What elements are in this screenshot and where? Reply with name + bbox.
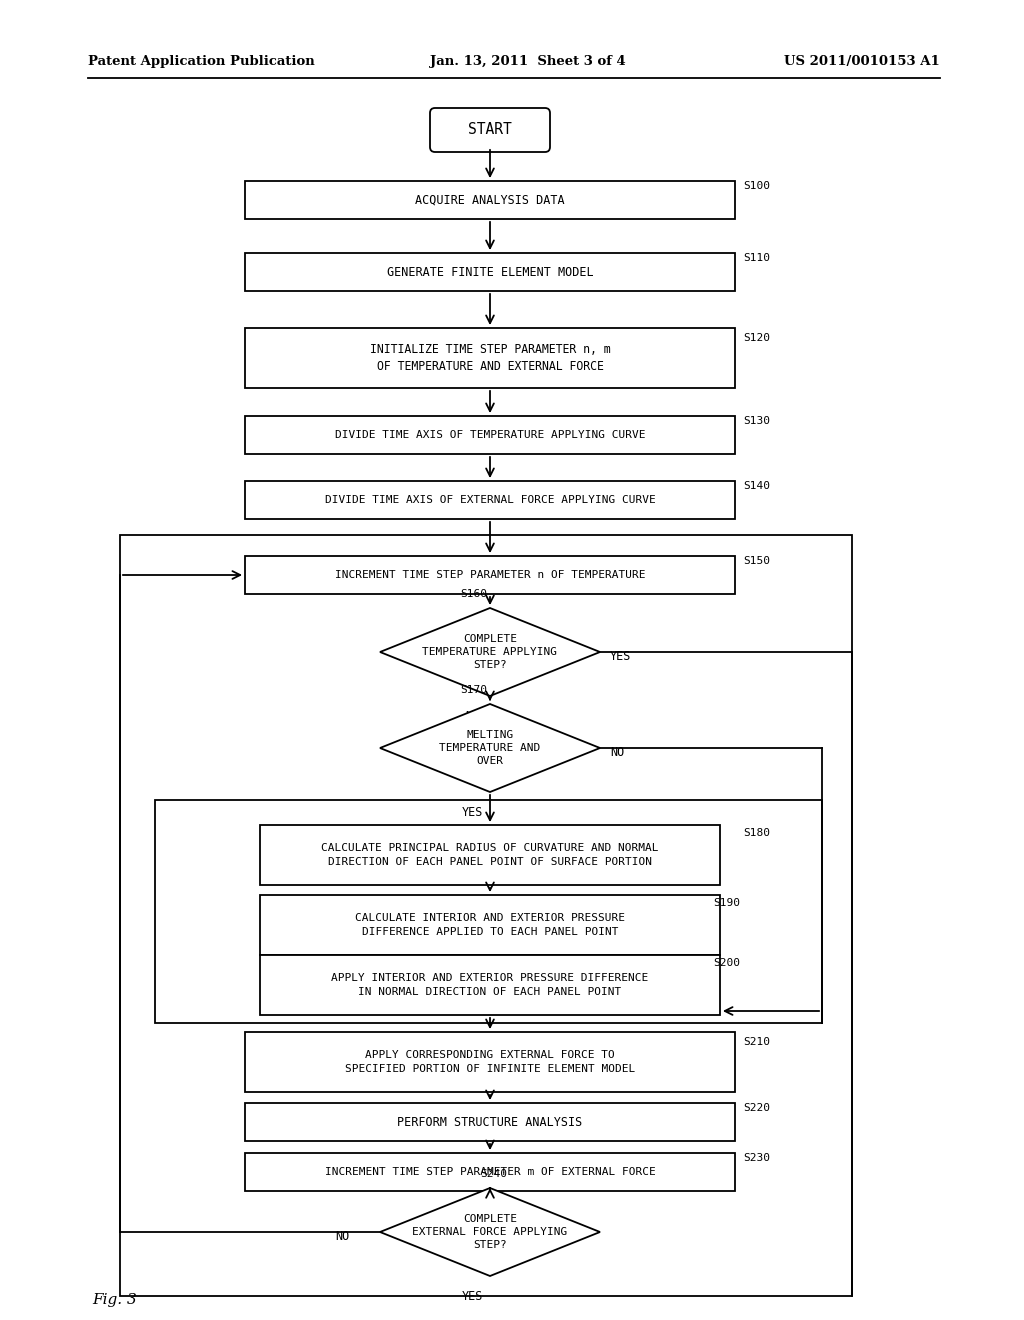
Text: ACQUIRE ANALYSIS DATA: ACQUIRE ANALYSIS DATA xyxy=(415,194,565,206)
Text: DIVIDE TIME AXIS OF TEMPERATURE APPLYING CURVE: DIVIDE TIME AXIS OF TEMPERATURE APPLYING… xyxy=(335,430,645,440)
Bar xyxy=(245,480,735,519)
Text: GENERATE FINITE ELEMENT MODEL: GENERATE FINITE ELEMENT MODEL xyxy=(387,265,593,279)
Text: S240: S240 xyxy=(480,1170,507,1179)
Bar xyxy=(260,954,720,1015)
Text: NO: NO xyxy=(335,1230,349,1243)
Text: CALCULATE INTERIOR AND EXTERIOR PRESSURE
DIFFERENCE APPLIED TO EACH PANEL POINT: CALCULATE INTERIOR AND EXTERIOR PRESSURE… xyxy=(355,913,625,937)
Text: US 2011/0010153 A1: US 2011/0010153 A1 xyxy=(784,55,940,69)
Text: YES: YES xyxy=(462,1290,482,1303)
Text: S200: S200 xyxy=(713,958,740,968)
Text: COMPLETE
TEMPERATURE APPLYING
STEP?: COMPLETE TEMPERATURE APPLYING STEP? xyxy=(423,634,557,671)
Bar xyxy=(245,181,735,219)
Text: NO: NO xyxy=(610,747,625,759)
FancyBboxPatch shape xyxy=(430,108,550,152)
Text: Fig. 3: Fig. 3 xyxy=(92,1294,137,1307)
Text: INCREMENT TIME STEP PARAMETER m OF EXTERNAL FORCE: INCREMENT TIME STEP PARAMETER m OF EXTER… xyxy=(325,1167,655,1177)
Bar xyxy=(260,825,720,884)
Text: S120: S120 xyxy=(743,333,770,343)
Bar xyxy=(245,1104,735,1140)
Bar xyxy=(245,327,735,388)
Bar xyxy=(245,253,735,290)
Text: NO: NO xyxy=(465,710,479,723)
Bar xyxy=(245,416,735,454)
Bar xyxy=(260,895,720,954)
Text: S170: S170 xyxy=(460,685,487,696)
Text: S140: S140 xyxy=(743,480,770,491)
Text: S150: S150 xyxy=(743,556,770,566)
Text: APPLY INTERIOR AND EXTERIOR PRESSURE DIFFERENCE
IN NORMAL DIRECTION OF EACH PANE: APPLY INTERIOR AND EXTERIOR PRESSURE DIF… xyxy=(332,973,648,997)
Text: Jan. 13, 2011  Sheet 3 of 4: Jan. 13, 2011 Sheet 3 of 4 xyxy=(430,55,626,69)
Bar xyxy=(155,800,822,1023)
Text: S130: S130 xyxy=(743,416,770,426)
Polygon shape xyxy=(380,1188,600,1276)
Text: CALCULATE PRINCIPAL RADIUS OF CURVATURE AND NORMAL
DIRECTION OF EACH PANEL POINT: CALCULATE PRINCIPAL RADIUS OF CURVATURE … xyxy=(322,843,658,867)
Text: YES: YES xyxy=(610,651,632,664)
Polygon shape xyxy=(380,704,600,792)
Text: S110: S110 xyxy=(743,253,770,263)
Text: DIVIDE TIME AXIS OF EXTERNAL FORCE APPLYING CURVE: DIVIDE TIME AXIS OF EXTERNAL FORCE APPLY… xyxy=(325,495,655,506)
Text: YES: YES xyxy=(462,807,482,818)
Text: PERFORM STRUCTURE ANALYSIS: PERFORM STRUCTURE ANALYSIS xyxy=(397,1115,583,1129)
Polygon shape xyxy=(380,609,600,696)
Bar xyxy=(245,1032,735,1092)
Text: S160: S160 xyxy=(460,589,487,599)
Text: S190: S190 xyxy=(713,898,740,908)
Text: APPLY CORRESPONDING EXTERNAL FORCE TO
SPECIFIED PORTION OF INFINITE ELEMENT MODE: APPLY CORRESPONDING EXTERNAL FORCE TO SP… xyxy=(345,1051,635,1073)
Text: START: START xyxy=(468,123,512,137)
Text: S100: S100 xyxy=(743,181,770,191)
Text: S210: S210 xyxy=(743,1038,770,1047)
Text: INITIALIZE TIME STEP PARAMETER n, m
OF TEMPERATURE AND EXTERNAL FORCE: INITIALIZE TIME STEP PARAMETER n, m OF T… xyxy=(370,343,610,374)
Text: MELTING
TEMPERATURE AND
OVER: MELTING TEMPERATURE AND OVER xyxy=(439,730,541,766)
Text: INCREMENT TIME STEP PARAMETER n OF TEMPERATURE: INCREMENT TIME STEP PARAMETER n OF TEMPE… xyxy=(335,570,645,579)
Text: S230: S230 xyxy=(743,1152,770,1163)
Text: COMPLETE
EXTERNAL FORCE APPLYING
STEP?: COMPLETE EXTERNAL FORCE APPLYING STEP? xyxy=(413,1214,567,1250)
Text: S180: S180 xyxy=(743,828,770,838)
Text: Patent Application Publication: Patent Application Publication xyxy=(88,55,314,69)
Bar xyxy=(245,556,735,594)
Bar xyxy=(245,1152,735,1191)
Text: S220: S220 xyxy=(743,1104,770,1113)
Bar xyxy=(120,535,852,1296)
